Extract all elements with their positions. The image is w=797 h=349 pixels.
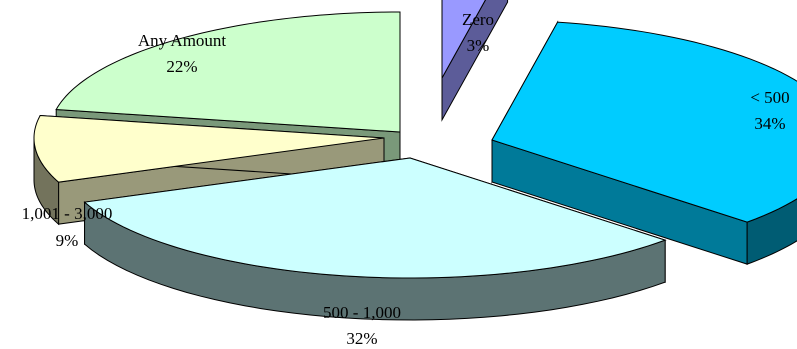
- pie-slice-under-500: [491, 20, 797, 265]
- pie-slice-top-under-500: [491, 21, 797, 223]
- slice-value-zero: 3%: [467, 36, 490, 55]
- labels-group: Zero 3% < 500 34% 500 - 1,000 32% 1,001 …: [22, 10, 790, 348]
- slice-value-any-amount: 22%: [166, 57, 197, 76]
- pie-slice-top-zero: [441, 0, 486, 80]
- slice-label-under-500: < 500: [750, 88, 789, 107]
- pie-slice-top-500-1000: [83, 157, 667, 279]
- slice-value-1001-3000: 9%: [56, 231, 79, 250]
- slice-label-1001-3000: 1,001 - 3,000: [22, 204, 113, 223]
- pie-slice-500-1000: [83, 157, 667, 321]
- pie-slice-top-1001-3000: [33, 114, 385, 183]
- slice-label-500-1000: 500 - 1,000: [323, 303, 401, 322]
- pie-slice-side-under-500: [746, 198, 797, 265]
- slice-label-any-amount: Any Amount: [138, 31, 227, 50]
- slice-value-under-500: 34%: [754, 114, 785, 133]
- pie-slice-zero: [441, 0, 509, 122]
- pie-slice-wall-zero: [441, 0, 509, 122]
- slice-label-zero: Zero: [462, 10, 494, 29]
- slices-group: [33, 0, 797, 321]
- pie-slice-top-any-amount: [55, 11, 401, 133]
- slice-value-500-1000: 32%: [346, 329, 377, 348]
